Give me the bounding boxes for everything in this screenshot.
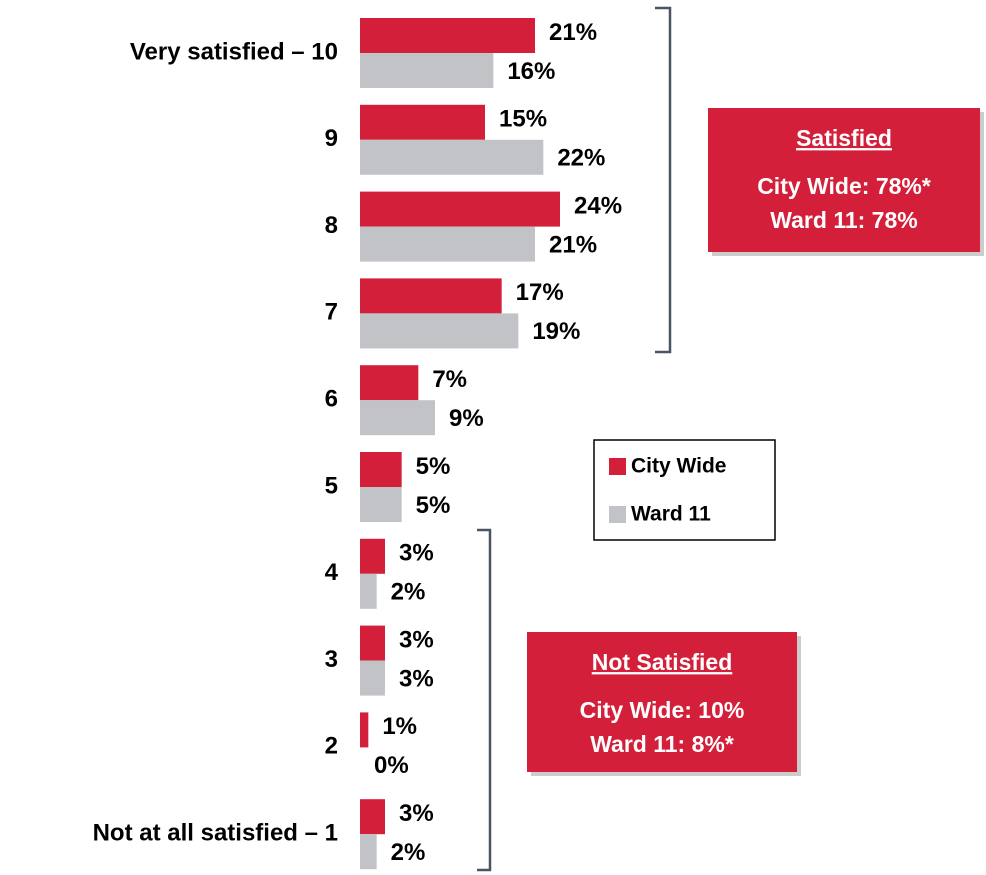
bar [360, 452, 402, 487]
bar [360, 191, 560, 227]
value-label: 5% [416, 492, 451, 519]
bar [360, 538, 385, 574]
legend-label: Ward 11 [631, 503, 711, 526]
value-label: 7% [432, 366, 467, 393]
category-label: 6 [325, 386, 338, 413]
value-label: 3% [399, 800, 434, 827]
bar [360, 53, 494, 88]
category-label: 5 [325, 472, 338, 499]
category-label: Very satisfied – 10 [130, 38, 338, 65]
category-label: 3 [325, 646, 338, 673]
value-label: 17% [516, 279, 564, 306]
annotation-line: City Wide: 78%* [757, 173, 931, 199]
bar [360, 834, 377, 870]
value-label: 1% [382, 713, 417, 740]
value-label: 9% [449, 405, 484, 432]
legend-box [593, 439, 776, 541]
bar [360, 400, 435, 436]
category-label: 7 [325, 299, 338, 326]
category-label: 9 [325, 125, 338, 152]
bar [360, 18, 535, 53]
value-label: 5% [416, 453, 451, 480]
category-label: Not at all satisfied – 1 [93, 820, 338, 847]
value-label: 21% [549, 19, 597, 46]
value-label: 3% [399, 626, 434, 653]
bar [360, 313, 519, 349]
bar [360, 139, 544, 175]
annotation-line: Ward 11: 8%* [590, 731, 734, 757]
value-label: 3% [399, 540, 434, 567]
value-label: 22% [557, 145, 605, 172]
satisfied-bracket [655, 6, 672, 354]
value-label: 3% [399, 665, 434, 692]
category-label: 4 [325, 559, 339, 586]
bar [360, 660, 385, 696]
value-label: 15% [499, 106, 547, 133]
value-label: 24% [574, 192, 622, 219]
bar [360, 487, 402, 522]
bar [360, 799, 385, 835]
value-label: 16% [507, 58, 555, 85]
value-label: 2% [391, 839, 426, 866]
legend-swatch [609, 506, 626, 523]
category-label: 2 [325, 733, 338, 760]
annotation-title: Satisfied [796, 125, 892, 151]
bar [360, 625, 385, 661]
value-label: 19% [532, 318, 580, 345]
legend-swatch [609, 458, 626, 475]
not-satisfied-bracket [477, 528, 492, 872]
bar [360, 573, 377, 609]
annotation-line: Ward 11: 78% [770, 207, 917, 233]
bar [360, 278, 502, 314]
value-label: 21% [549, 231, 597, 258]
bar [360, 365, 419, 401]
bar [360, 226, 535, 262]
value-label: 0% [374, 752, 409, 779]
annotation-title: Not Satisfied [592, 649, 733, 675]
annotation-box [527, 632, 797, 772]
annotation-box [708, 108, 980, 252]
category-label: 8 [325, 212, 338, 239]
bar [360, 104, 485, 140]
bar [360, 712, 369, 748]
legend-label: City Wide [631, 455, 726, 478]
annotation-line: City Wide: 10% [580, 697, 745, 723]
value-label: 2% [391, 579, 426, 606]
